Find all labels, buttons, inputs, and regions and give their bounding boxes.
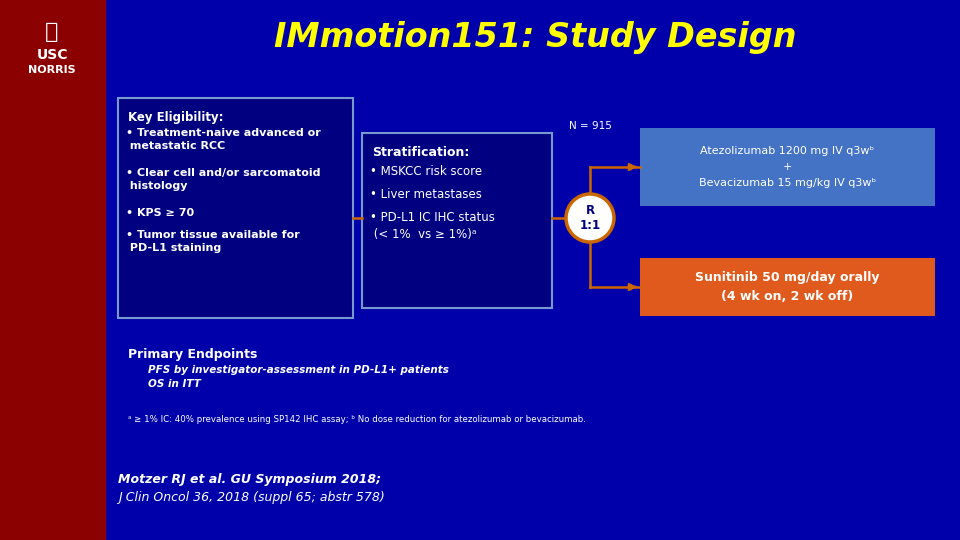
FancyBboxPatch shape bbox=[362, 133, 552, 308]
Text: N = 915: N = 915 bbox=[568, 121, 612, 131]
Text: Primary Endpoints: Primary Endpoints bbox=[128, 348, 257, 361]
Text: Key Eligibility:: Key Eligibility: bbox=[128, 111, 224, 124]
Text: Sunitinib 50 mg/day orally: Sunitinib 50 mg/day orally bbox=[695, 272, 879, 285]
Text: R
1:1: R 1:1 bbox=[580, 204, 601, 232]
Text: • KPS ≥ 70: • KPS ≥ 70 bbox=[126, 208, 194, 218]
Text: Atezolizumab 1200 mg IV q3wᵇ: Atezolizumab 1200 mg IV q3wᵇ bbox=[701, 146, 875, 156]
Text: • Liver metastases: • Liver metastases bbox=[370, 188, 482, 201]
FancyBboxPatch shape bbox=[640, 258, 935, 316]
Text: • Treatment-naive advanced or
 metastatic RCC: • Treatment-naive advanced or metastatic… bbox=[126, 128, 321, 151]
Text: OS in ITT: OS in ITT bbox=[148, 379, 201, 389]
Text: Bevacizumab 15 mg/kg IV q3wᵇ: Bevacizumab 15 mg/kg IV q3wᵇ bbox=[699, 178, 876, 188]
Bar bbox=[0, 0, 105, 540]
Text: USC: USC bbox=[36, 48, 68, 62]
Text: IMmotion151: Study Design: IMmotion151: Study Design bbox=[274, 22, 796, 55]
FancyBboxPatch shape bbox=[118, 98, 353, 318]
Text: • Clear cell and/or sarcomatoid
 histology: • Clear cell and/or sarcomatoid histolog… bbox=[126, 168, 321, 191]
Text: Motzer RJ et al. GU Symposium 2018;: Motzer RJ et al. GU Symposium 2018; bbox=[118, 473, 381, 486]
Text: ᵃ ≥ 1% IC: 40% prevalence using SP142 IHC assay; ᵇ No dose reduction for atezoli: ᵃ ≥ 1% IC: 40% prevalence using SP142 IH… bbox=[128, 415, 586, 424]
Text: • MSKCC risk score: • MSKCC risk score bbox=[370, 165, 482, 178]
FancyBboxPatch shape bbox=[640, 128, 935, 206]
Text: +: + bbox=[782, 162, 792, 172]
Text: PFS by investigator-assessment in PD-L1+ patients: PFS by investigator-assessment in PD-L1+… bbox=[148, 365, 449, 375]
Circle shape bbox=[566, 194, 614, 242]
Text: Stratification:: Stratification: bbox=[372, 146, 469, 159]
Text: • PD-L1 IC IHC status
 (< 1%  vs ≥ 1%)ᵃ: • PD-L1 IC IHC status (< 1% vs ≥ 1%)ᵃ bbox=[370, 211, 494, 241]
Text: • Tumor tissue available for
 PD-L1 staining: • Tumor tissue available for PD-L1 stain… bbox=[126, 230, 300, 253]
Text: (4 wk on, 2 wk off): (4 wk on, 2 wk off) bbox=[721, 289, 853, 302]
Text: NORRIS: NORRIS bbox=[28, 65, 76, 75]
Text: 👐: 👐 bbox=[45, 22, 59, 42]
Text: J Clin Oncol 36, 2018 (suppl 65; abstr 578): J Clin Oncol 36, 2018 (suppl 65; abstr 5… bbox=[118, 491, 385, 504]
